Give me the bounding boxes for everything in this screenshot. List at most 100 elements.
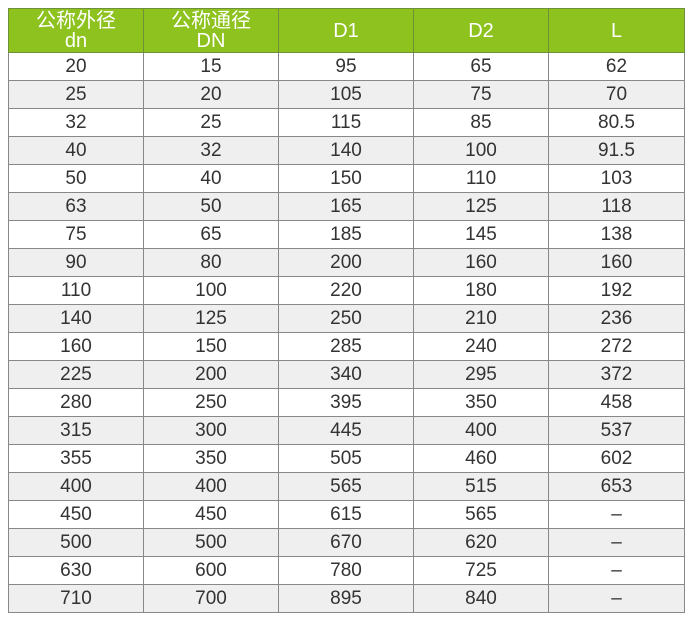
table-cell: 80.5 [548,108,685,137]
table-cell: 105 [278,80,414,109]
table-cell: 138 [548,220,685,249]
table-row: 500 500 670 620– [8,528,685,557]
header-label: 公称通径 [171,9,251,32]
column-header: D2 [413,8,549,53]
table-cell: 200 [278,248,414,277]
header-row: 公称外径 dn 公称通径 DN D1 D2 L [8,8,685,53]
table-cell: 90 [8,248,144,277]
table-cell: 20 [8,52,144,81]
table-row: 20 15 95 65 62 [8,52,685,81]
header-label: L [610,19,623,42]
table-cell: 165 [278,192,414,221]
table-row: 450 450 615 565– [8,500,685,529]
dimension-table: 公称外径 dn 公称通径 DN D1 D2 L 20 15 95 65 62 25 20 105 75 70 3… [8,8,685,613]
table-cell: 400 [143,472,279,501]
table-cell: 185 [278,220,414,249]
table-cell: 780 [278,556,414,585]
table-cell: 75 [413,80,549,109]
column-header: D1 [278,8,414,53]
table-cell: 65 [143,220,279,249]
table-cell: 395 [278,388,414,417]
table-cell: 20 [143,80,279,109]
table-cell: 150 [143,332,279,361]
table-cell: 602 [548,444,685,473]
table-cell: 140 [8,304,144,333]
table-cell: 300 [143,416,279,445]
table-cell: 110 [8,276,144,305]
table-cell: 450 [143,500,279,529]
table-cell: 500 [143,528,279,557]
table-cell: 537 [548,416,685,445]
table-cell: 103 [548,164,685,193]
table-cell: 355 [8,444,144,473]
header-label: D1 [333,19,359,42]
table-cell: 25 [8,80,144,109]
table-row: 63 50 165 125 118 [8,192,685,221]
table-cell: 40 [143,164,279,193]
table-cell: – [548,556,685,585]
table-cell: 50 [8,164,144,193]
table-cell: 180 [413,276,549,305]
table-cell: 32 [143,136,279,165]
table-cell: 32 [8,108,144,137]
header-label: 公称外径 [36,9,116,32]
table-cell: 91.5 [548,136,685,165]
table-cell: 160 [413,248,549,277]
table-cell: 75 [8,220,144,249]
table-cell: 250 [143,388,279,417]
header-sublabel: dn [64,29,88,52]
table-cell: 372 [548,360,685,389]
table-row: 400 400 565 515 653 [8,472,685,501]
table-row: 40 32 140 100 91.5 [8,136,685,165]
table-cell: 280 [8,388,144,417]
table-row: 90 80 200 160 160 [8,248,685,277]
table-cell: 630 [8,556,144,585]
table-cell: 285 [278,332,414,361]
column-header: 公称外径 dn [8,8,144,53]
table-cell: 160 [8,332,144,361]
table-cell: 200 [143,360,279,389]
table-cell: 445 [278,416,414,445]
table-cell: 895 [278,584,414,613]
table-row: 225 200 340 295 372 [8,360,685,389]
table-cell: 400 [413,416,549,445]
table-row: 25 20 105 75 70 [8,80,685,109]
column-header: L [548,8,685,53]
table-cell: 710 [8,584,144,613]
table-row: 75 65 185 145 138 [8,220,685,249]
table-row: 315 300 445 400 537 [8,416,685,445]
table-cell: 125 [413,192,549,221]
table-cell: 458 [548,388,685,417]
column-header: 公称通径 DN [143,8,279,53]
table-cell: 95 [278,52,414,81]
table-cell: 236 [548,304,685,333]
table-cell: 192 [548,276,685,305]
table-cell: – [548,584,685,613]
table-cell: 115 [278,108,414,137]
table-cell: 50 [143,192,279,221]
table-cell: 670 [278,528,414,557]
table-row: 280 250 395 350 458 [8,388,685,417]
table-cell: 80 [143,248,279,277]
table-cell: 565 [278,472,414,501]
table-cell: 70 [548,80,685,109]
table-cell: – [548,500,685,529]
table-row: 32 25 115 85 80.5 [8,108,685,137]
table-cell: 600 [143,556,279,585]
table-cell: 145 [413,220,549,249]
table-cell: 100 [413,136,549,165]
table-cell: 100 [143,276,279,305]
table-cell: – [548,528,685,557]
table-cell: 85 [413,108,549,137]
table-cell: 150 [278,164,414,193]
table-cell: 515 [413,472,549,501]
table-cell: 505 [278,444,414,473]
table-cell: 500 [8,528,144,557]
header-label: D2 [468,19,494,42]
table-row: 110 100 220 180 192 [8,276,685,305]
table-row: 630 600 780 725– [8,556,685,585]
table-cell: 210 [413,304,549,333]
table-row: 355 350 505 460 602 [8,444,685,473]
table-cell: 25 [143,108,279,137]
header-sublabel: DN [196,29,226,52]
